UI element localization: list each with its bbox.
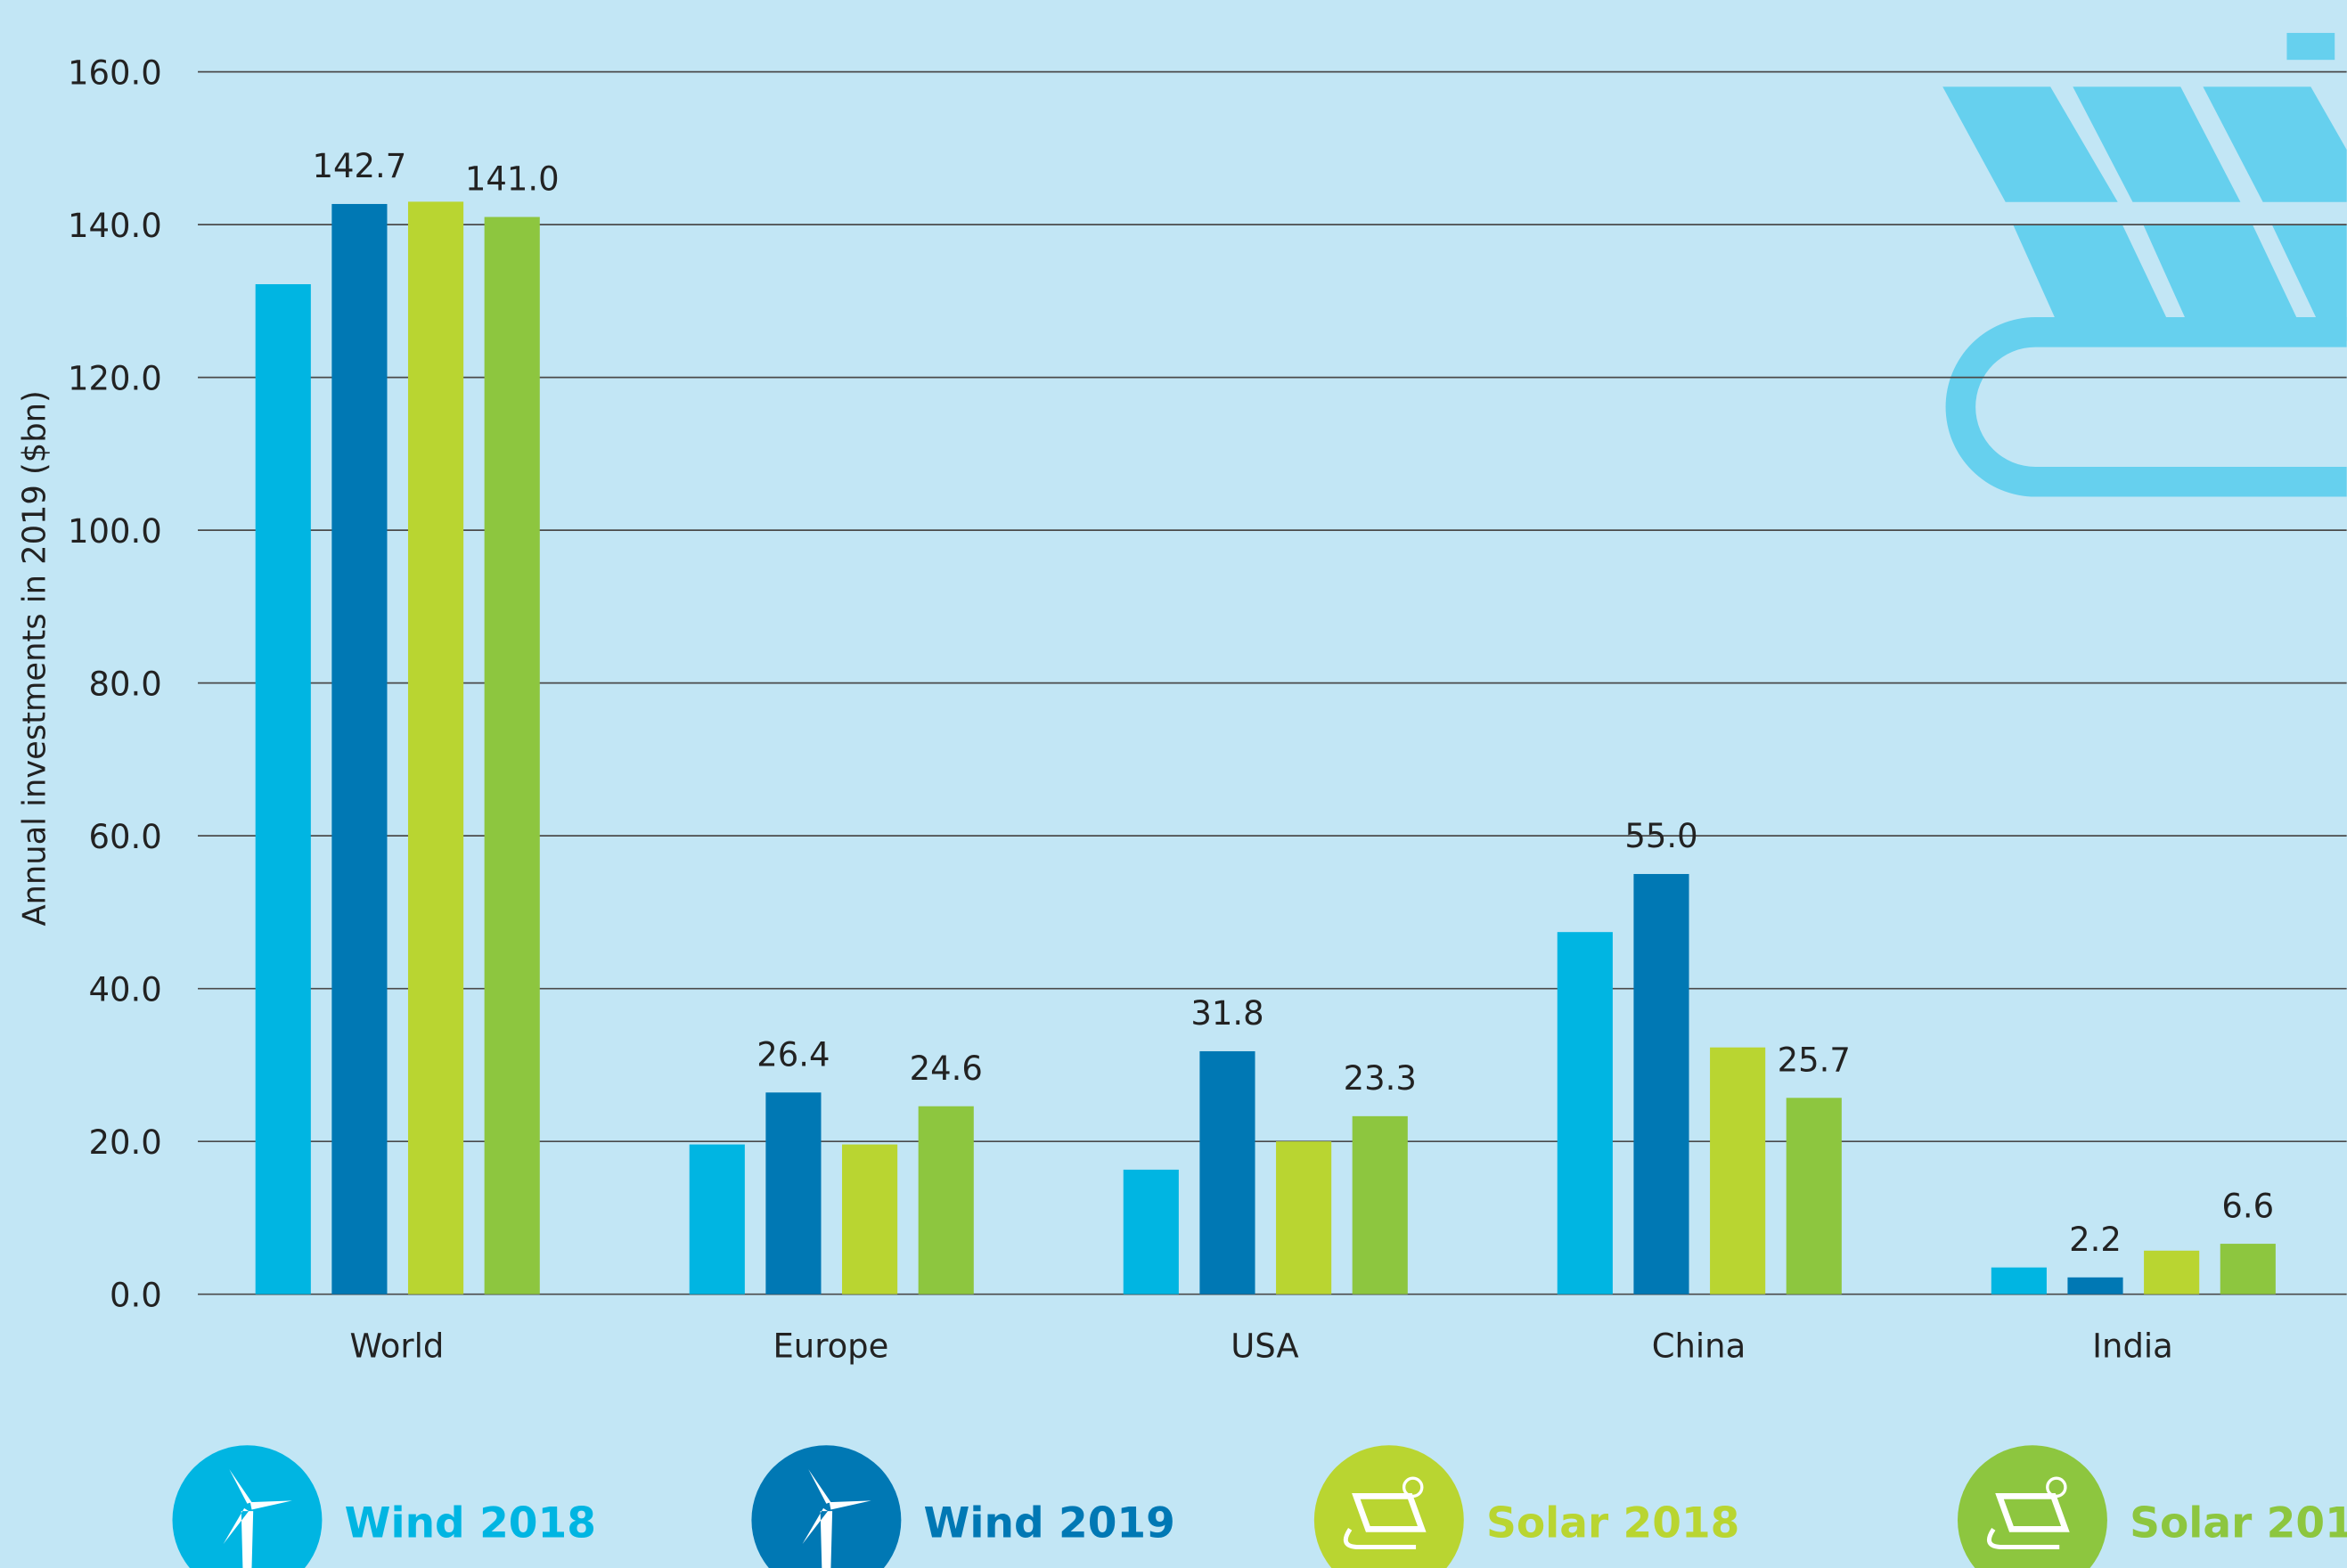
bar xyxy=(1124,1170,1179,1294)
legend-icon xyxy=(1958,1445,2107,1568)
bar xyxy=(256,284,311,1294)
y-tick-label: 140.0 xyxy=(68,207,162,245)
bar xyxy=(2220,1244,2276,1294)
legend-label: Solar 2019 xyxy=(2130,1499,2347,1548)
bar xyxy=(1353,1116,1408,1294)
x-tick-label: China xyxy=(1652,1327,1746,1366)
legend-item: Solar 2018 xyxy=(1314,1445,1740,1568)
legend-label: Solar 2018 xyxy=(1486,1499,1739,1548)
bar xyxy=(1558,932,1613,1294)
bar xyxy=(408,201,463,1294)
x-tick-label: Europe xyxy=(773,1327,888,1366)
legend-icon xyxy=(1314,1445,1464,1568)
y-tick-label: 100.0 xyxy=(68,512,162,551)
value-label: 141.0 xyxy=(465,160,560,199)
bar xyxy=(485,217,540,1294)
value-label: 31.8 xyxy=(1190,994,1263,1033)
x-tick-label: India xyxy=(2092,1327,2173,1366)
value-label: 25.7 xyxy=(1778,1041,1851,1079)
page: {"chart_data": {"type": "bar", "y_label"… xyxy=(0,0,2347,1568)
bar xyxy=(1787,1098,1842,1294)
y-tick-label: 160.0 xyxy=(68,53,162,92)
y-tick-label: 80.0 xyxy=(88,666,161,704)
legend-label: Wind 2018 xyxy=(345,1499,596,1548)
bar xyxy=(331,204,387,1294)
solar-panel-decoration xyxy=(1942,33,2346,497)
legend-item: Solar 2019 xyxy=(1958,1445,2347,1568)
bar xyxy=(1633,874,1689,1294)
y-tick-label: 20.0 xyxy=(88,1123,161,1162)
bar xyxy=(919,1107,974,1294)
legend-item: Wind 2019 xyxy=(751,1445,1174,1568)
y-tick-label: 0.0 xyxy=(110,1277,162,1315)
value-label: 2.2 xyxy=(2069,1221,2122,1259)
value-label: 23.3 xyxy=(1344,1059,1417,1098)
legend-label: Wind 2019 xyxy=(924,1499,1175,1548)
bar xyxy=(1991,1268,2047,1294)
bar xyxy=(690,1145,745,1294)
value-label: 24.6 xyxy=(910,1049,983,1088)
value-label: 26.4 xyxy=(756,1035,830,1074)
x-tick-label: World xyxy=(349,1327,444,1366)
y-tick-label: 120.0 xyxy=(68,359,162,397)
bar xyxy=(1710,1048,1765,1294)
legend-item: Wind 2018 xyxy=(172,1445,595,1568)
value-label: 142.7 xyxy=(313,147,407,185)
y-axis-label: Annual investments in 2019 ($bn) xyxy=(17,390,53,926)
y-tick-label: 40.0 xyxy=(88,971,161,1009)
bar xyxy=(2067,1278,2122,1294)
bar xyxy=(1199,1051,1255,1294)
value-label: 6.6 xyxy=(2221,1187,2274,1225)
y-tick-label: 60.0 xyxy=(88,818,161,856)
bar xyxy=(765,1092,821,1294)
bar xyxy=(2144,1251,2199,1294)
x-tick-label: USA xyxy=(1231,1327,1298,1366)
value-label: 55.0 xyxy=(1624,817,1697,855)
bar xyxy=(842,1145,897,1294)
chart: Annual investments in 2019 ($bn) 0.0 20.0… xyxy=(0,0,2347,1568)
bar xyxy=(1276,1141,1331,1294)
